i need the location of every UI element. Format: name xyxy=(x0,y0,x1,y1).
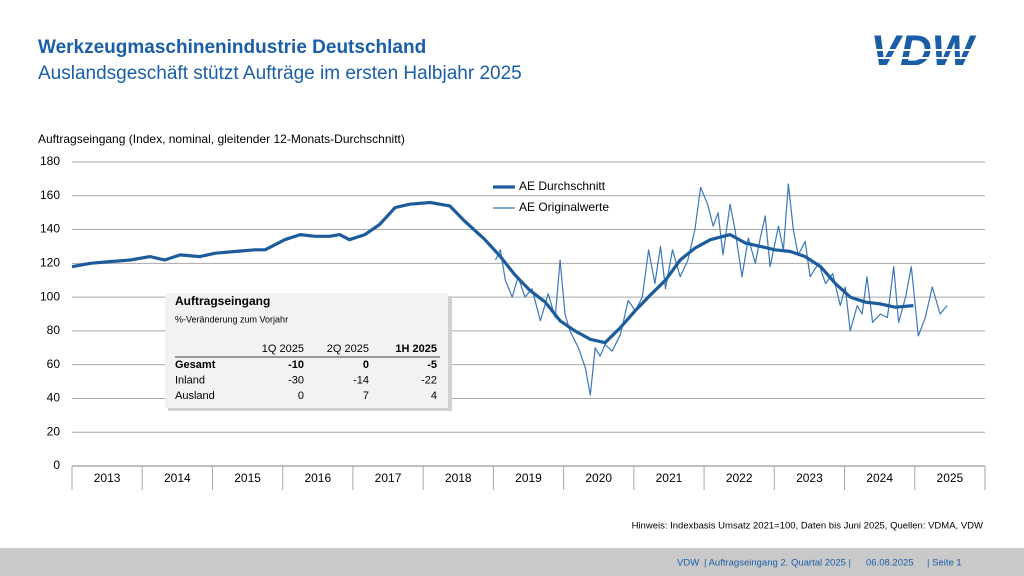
legend-label: AE Durchschnitt xyxy=(519,179,606,193)
table-cell: -14 xyxy=(353,374,369,386)
footer: VDW | Auftragseingang 2. Quartal 2025 | 06… xyxy=(677,558,962,569)
logo: VDW xyxy=(860,27,990,76)
x-tick-label: 2024 xyxy=(866,471,893,485)
title: Werkzeugmaschinenindustrie Deutschland xyxy=(38,37,426,58)
axis-label: Auftragseingang (Index, nominal, gleiten… xyxy=(38,132,405,146)
subtitle: Auslandsgeschäft stützt Aufträge im erst… xyxy=(38,63,522,84)
y-tick-label: 40 xyxy=(47,391,61,405)
table-column-header: 2Q 2025 xyxy=(327,343,369,355)
x-tick-label: 2015 xyxy=(234,471,261,485)
y-tick-label: 80 xyxy=(47,323,61,337)
table-row-label: Inland xyxy=(175,374,205,386)
info-table: Auftragseingang %-Veränderung zum Vorjahr… xyxy=(165,293,452,411)
table-column-header: 1Q 2025 xyxy=(262,343,304,355)
x-tick-label: 2019 xyxy=(515,471,542,485)
x-tick-label: 2021 xyxy=(656,471,683,485)
line-series xyxy=(71,200,914,345)
x-tick-label: 2014 xyxy=(164,471,191,485)
table-subtitle: %-Veränderung zum Vorjahr xyxy=(175,314,288,324)
x-tick-label: 2013 xyxy=(94,471,121,485)
footer-text: | Auftragseingang 2. Quartal 2025 | xyxy=(704,558,851,569)
x-tick-label: 2018 xyxy=(445,471,472,485)
footer-text: VDW xyxy=(677,558,699,569)
footer-text: | Seite 1 xyxy=(927,558,962,569)
line-series xyxy=(494,183,948,396)
y-tick-label: 100 xyxy=(40,289,60,303)
y-tick-label: 60 xyxy=(47,357,61,371)
footer-bar xyxy=(0,548,1024,576)
table-cell: -10 xyxy=(288,359,304,371)
x-tick-label: 2022 xyxy=(726,471,753,485)
x-tick-label: 2020 xyxy=(585,471,612,485)
table-column-header: 1H 2025 xyxy=(395,343,437,355)
table-cell: 4 xyxy=(431,390,437,402)
table-title: Auftragseingang xyxy=(175,294,270,308)
y-tick-label: 0 xyxy=(53,458,60,472)
y-tick-label: 180 xyxy=(40,154,60,168)
table-row-label: Gesamt xyxy=(175,359,216,371)
table-cell: -30 xyxy=(288,374,304,386)
y-tick-label: 120 xyxy=(40,256,60,270)
table-box xyxy=(165,293,448,408)
y-tick-label: 140 xyxy=(40,222,60,236)
table-cell: -5 xyxy=(427,359,437,371)
x-tick-label: 2017 xyxy=(375,471,402,485)
table-cell: 0 xyxy=(363,359,369,371)
note: Hinweis: Indexbasis Umsatz 2021=100, Dat… xyxy=(632,521,983,532)
footer-text: 06.08.2025 xyxy=(866,558,914,569)
logo-text: VDW xyxy=(871,27,977,76)
y-tick-label: 160 xyxy=(40,188,60,202)
x-tick-label: 2025 xyxy=(937,471,964,485)
table-cell: 7 xyxy=(363,390,369,402)
x-tick-label: 2023 xyxy=(796,471,823,485)
table-cell: -22 xyxy=(421,374,437,386)
y-tick-label: 20 xyxy=(47,424,61,438)
legend-label: AE Originalwerte xyxy=(519,200,609,214)
table-cell: 0 xyxy=(298,390,304,402)
x-tick-label: 2016 xyxy=(304,471,331,485)
table-row-label: Ausland xyxy=(175,390,215,402)
